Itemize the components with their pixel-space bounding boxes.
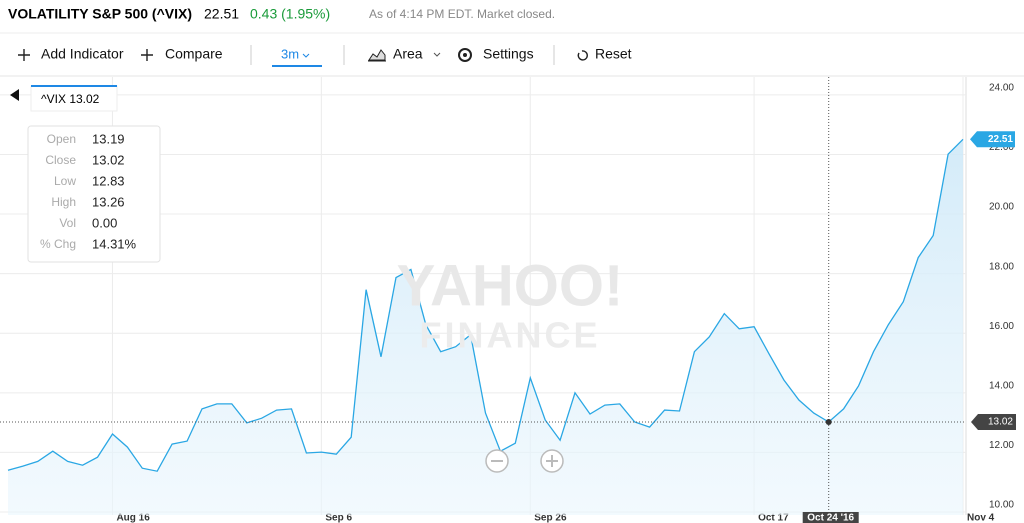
tooltip-value: 13.02 <box>92 152 125 167</box>
tooltip-value: 0.00 <box>92 215 117 230</box>
price-line <box>7 138 964 472</box>
plus-icon <box>141 49 153 61</box>
x-tick-label: Aug 16 <box>116 513 150 523</box>
settings-label: Settings <box>483 46 534 62</box>
tooltip-value: 13.19 <box>92 131 125 146</box>
quote-change: 0.43 (1.95%) <box>250 6 330 22</box>
symbol: ^VIX <box>41 92 66 106</box>
reset-button[interactable]: Reset <box>577 46 632 62</box>
add-indicator-button[interactable]: Add Indicator <box>18 46 124 62</box>
x-tick-label: Sep 6 <box>325 513 352 523</box>
plot-area: 10.00 12.00 14.00 16.00 18.00 20.00 22.00 24.00… <box>0 77 1014 523</box>
tooltip-label: Close <box>45 153 76 167</box>
last-price-label: 22.51 <box>988 134 1013 145</box>
range-button[interactable]: 3m <box>272 46 322 67</box>
crosshair-tag-label: 13.02 <box>988 417 1013 428</box>
tooltip-header <box>30 85 118 112</box>
settings-button[interactable]: Settings <box>458 46 534 62</box>
y-tick-label: 10.00 <box>989 500 1014 511</box>
area-icon <box>368 49 386 62</box>
y-tick-label: 12.00 <box>989 440 1014 451</box>
watermark-section: FINANCE <box>420 315 601 356</box>
compare-button[interactable]: Compare <box>141 46 223 62</box>
tooltip-label: High <box>51 195 76 209</box>
caret <box>302 53 310 58</box>
plus-icon <box>18 49 30 61</box>
gear-center <box>463 53 467 57</box>
chart-type-label: Area <box>393 46 423 62</box>
compare-label: Compare <box>165 46 223 62</box>
quote-title: VOLATILITY S&P 500 (^VIX) <box>8 6 192 22</box>
y-tick-label: 20.00 <box>989 202 1014 213</box>
tooltip-label: Low <box>54 174 76 188</box>
y-tick-label: 16.00 <box>989 321 1014 332</box>
zoom-in-button[interactable] <box>540 449 564 473</box>
plus <box>546 455 558 467</box>
symbol-value: 13.02 <box>69 92 99 106</box>
crosshair-point <box>825 419 832 426</box>
quote-price: 22.51 <box>204 6 239 22</box>
crosshair-tag <box>971 414 1016 431</box>
reset-label: Reset <box>595 46 632 62</box>
crosshair-date-bg <box>802 512 859 523</box>
tooltip-label: Vol <box>59 216 76 230</box>
add-indicator-label: Add Indicator <box>41 46 124 62</box>
watermark-brand: YAHOO! <box>397 253 624 318</box>
x-tick-label: Nov 4 <box>967 513 995 523</box>
y-tick-label: 18.00 <box>989 261 1014 272</box>
gear-icon <box>458 48 472 62</box>
area-fill <box>8 139 963 516</box>
tooltip-value: 12.83 <box>92 173 125 188</box>
last-price-tag <box>970 131 1015 148</box>
y-tick-label: 24.00 <box>989 83 1014 94</box>
y-tick-label: 22.00 <box>989 142 1014 153</box>
tooltip-box <box>27 125 161 263</box>
overlay: Oct 24 '16 13.02 22.51 <box>0 77 1016 523</box>
reset-icon <box>577 50 588 61</box>
tooltip-label: % Chg <box>40 237 76 251</box>
chart-type-button[interactable]: Area <box>368 46 441 62</box>
tooltip-value: 13.26 <box>92 194 125 209</box>
zoom-out-button[interactable] <box>485 449 509 473</box>
x-tick-label: Sep 26 <box>534 513 567 523</box>
caret <box>433 52 441 57</box>
tooltip-value: 14.31% <box>92 236 137 251</box>
x-tick-label: Oct 17 <box>758 513 789 523</box>
range-label: 3m <box>281 46 299 61</box>
tooltip-rows: Open 13.19 Close 13.02 Low 12.83 High 13.26 Vol 0… <box>40 131 137 251</box>
quote-status: As of 4:14 PM EDT. Market closed. <box>369 7 555 21</box>
collapse-arrow[interactable] <box>10 89 19 101</box>
crosshair-date: Oct 24 '16 <box>807 513 854 523</box>
tooltip-label: Open <box>47 132 76 146</box>
tooltip-symbol: ^VIX 13.02 <box>41 92 100 106</box>
y-tick-label: 14.00 <box>989 380 1014 391</box>
